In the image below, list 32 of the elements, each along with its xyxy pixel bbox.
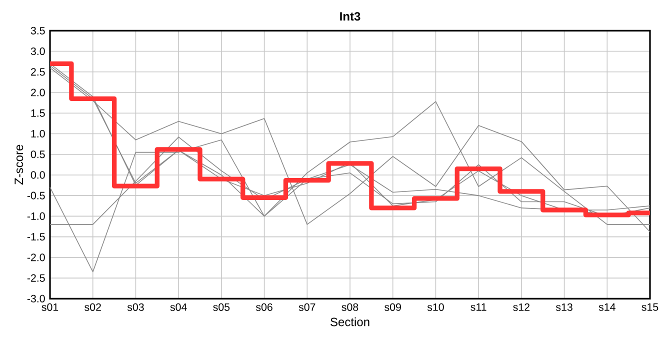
y-tick-label: -2.0 [27,254,45,262]
y-tick-label: -2.5 [27,274,45,282]
y-tick-label: -1.0 [27,212,45,220]
y-tick-label: 1.0 [31,130,45,138]
x-tick-label: s15 [642,303,658,311]
x-axis-title: Section [330,317,370,326]
x-tick-label: s13 [556,303,572,311]
x-tick-label: s09 [384,303,401,311]
x-tick-label: s10 [427,303,444,311]
x-tick-label: s11 [470,303,486,311]
chart-title: Int3 [340,12,360,21]
x-tick-label: s02 [84,303,101,311]
y-tick-label: -1.5 [27,233,45,241]
y-tick-label: 0.5 [30,150,45,158]
x-tick-label: s01 [42,303,58,311]
y-tick-label: -0.5 [27,192,45,200]
x-tick-label: s07 [298,303,316,311]
y-tick-label: 1.5 [31,109,45,117]
y-tick-label: 2.5 [31,68,45,76]
y-tick-label: 2.0 [31,88,45,96]
y-tick-label: 3.0 [30,48,45,56]
x-tick-label: s03 [127,303,144,311]
y-tick-label: 3.5 [30,26,45,34]
y-tick-label: -3.0 [27,294,45,302]
x-tick-label: s04 [170,303,187,311]
x-tick-label: s06 [256,303,272,311]
x-tick-label: s12 [513,303,530,311]
x-tick-label: s05 [213,303,230,311]
x-tick-label: s14 [598,303,616,311]
y-axis-title: Z-score [14,144,24,185]
x-tick-label: s08 [342,303,358,311]
y-tick-label: 0.0 [30,171,45,179]
